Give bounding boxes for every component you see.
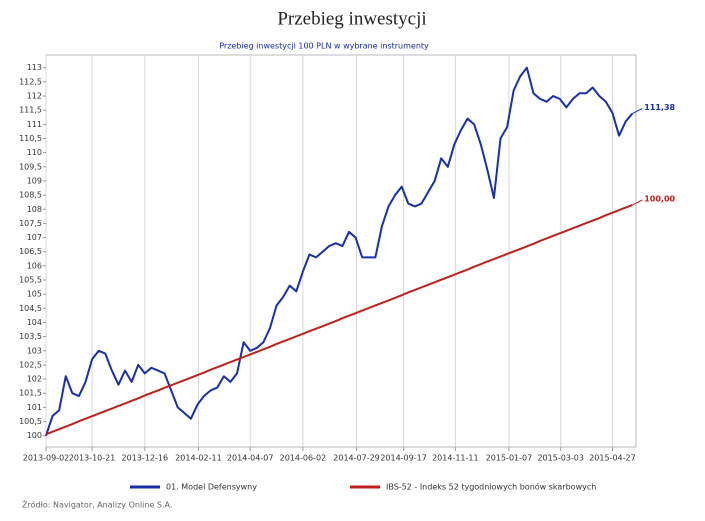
y-tick-label: 100: [27, 431, 42, 440]
y-tick-label: 107: [27, 233, 42, 242]
x-tick-label: 2015-03-03: [537, 454, 584, 463]
y-tick-label: 104,5: [19, 304, 42, 313]
y-tick-label: 105,5: [19, 276, 42, 285]
y-tick-label: 102: [27, 375, 42, 384]
series-line: [45, 204, 633, 436]
y-tick-label: 110: [27, 148, 42, 157]
x-tick-label: 2013-10-21: [69, 454, 116, 463]
plot-area: [45, 54, 637, 448]
x-tick-label: 2013-12-16: [122, 454, 169, 463]
y-tick-label: 102,5: [19, 360, 42, 369]
end-label-leader: [632, 199, 643, 206]
x-tick-label: 2014-02-11: [175, 454, 222, 463]
y-tick-label: 108: [27, 205, 42, 214]
x-tick-label: 2014-06-02: [280, 454, 327, 463]
y-tick-label: 105: [27, 290, 42, 299]
y-tick-label: 109,5: [19, 162, 42, 171]
x-tick-label: 2014-09-17: [380, 454, 427, 463]
series-line: [45, 66, 634, 436]
x-tick-label: 2014-07-29: [333, 454, 380, 463]
legend-label: IBS-52 - Indeks 52 tygodniowych bonów sk…: [386, 482, 596, 492]
x-tick-label: 2015-01-07: [486, 454, 533, 463]
y-tick-label: 113: [27, 63, 42, 72]
y-tick-label: 108,5: [19, 191, 42, 200]
y-tick-label: 101: [27, 403, 42, 412]
x-tick-label: 2015-04-27: [589, 454, 636, 463]
x-tick-label: 2014-04-07: [227, 454, 274, 463]
y-tick-label: 106,5: [19, 247, 42, 256]
legend-label: 01. Model Defensywny: [166, 483, 257, 492]
y-tick-label: 112,5: [19, 77, 42, 86]
end-label-leader: [632, 108, 643, 115]
y-tick-label: 100,5: [19, 417, 42, 426]
y-tick-label: 111: [27, 120, 42, 129]
y-tick-label: 103,5: [19, 332, 42, 341]
chart-title: Przebieg inwestycji: [277, 8, 426, 29]
y-tick-label: 101,5: [19, 389, 42, 398]
y-tick-label: 106: [27, 261, 42, 270]
chart-subtitle: Przebieg inwestycji 100 PLN w wybrane in…: [219, 42, 429, 51]
x-tick-label: 2014-11-11: [432, 454, 479, 463]
y-tick-label: 109: [27, 176, 42, 185]
y-tick-label: 103: [27, 346, 42, 355]
end-label: 100,00: [644, 195, 675, 204]
y-tick-label: 110,5: [19, 134, 42, 143]
y-tick-label: 107,5: [19, 219, 42, 228]
y-tick-label: 111,5: [19, 106, 42, 115]
y-tick-label: 104: [27, 318, 42, 327]
end-label: 111,38: [644, 103, 675, 112]
source: Źródło: Navigator, Analizy Online S.A.: [22, 499, 172, 510]
x-tick-label: 2013-09-02: [23, 454, 70, 463]
y-tick-label: 112: [27, 92, 42, 101]
